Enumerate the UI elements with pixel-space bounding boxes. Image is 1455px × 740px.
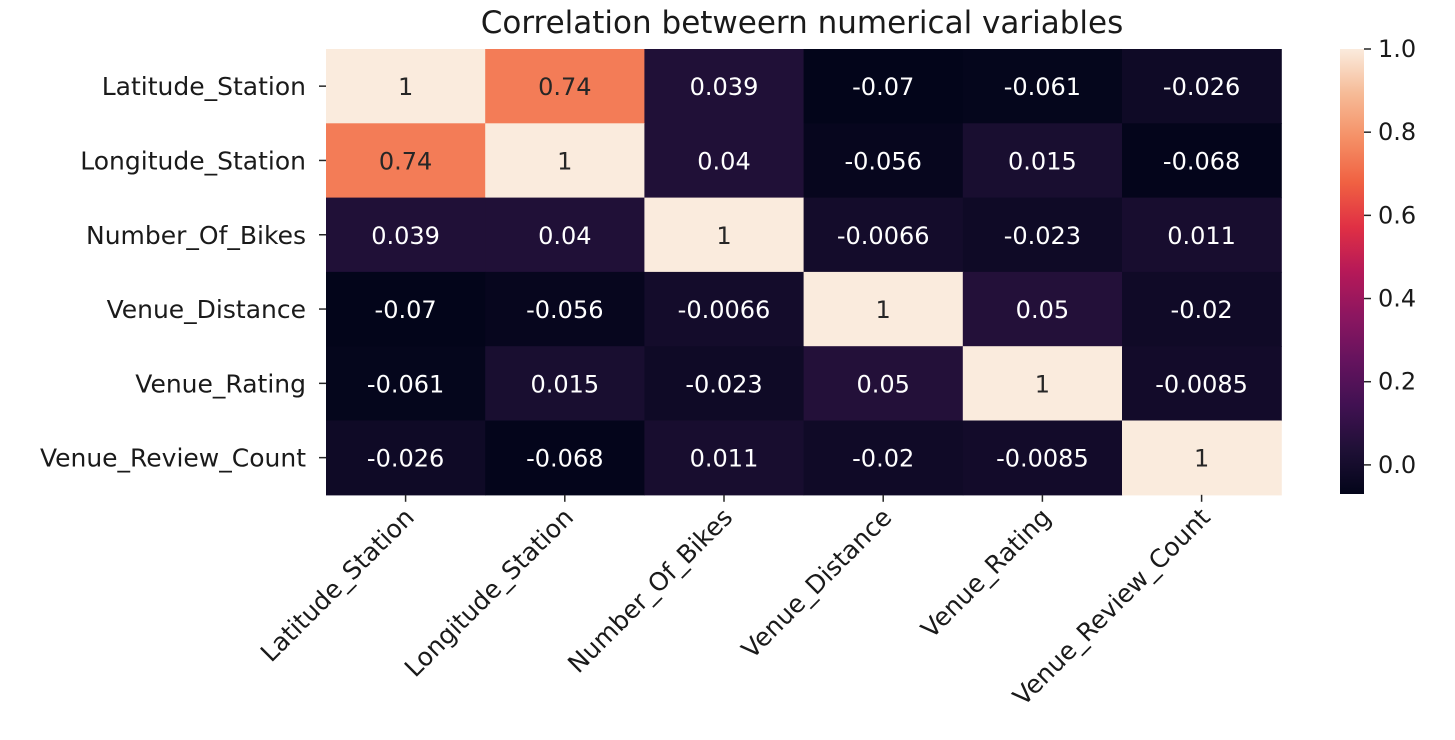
- heatmap-cell-r5-c4: [803, 346, 964, 422]
- cell-annotation-r1-c3: 0.039: [690, 73, 759, 101]
- heatmap-cell-r3-c5: [962, 197, 1123, 273]
- y-tick-label-venue-distance: Venue_Distance: [107, 295, 306, 324]
- colorbar-tick-label: 0.4: [1378, 285, 1416, 313]
- heatmap-cell-r4-c1: [326, 271, 486, 347]
- y-tick-label-latitude-station: Latitude_Station: [102, 72, 306, 101]
- heatmap-cell-r1-c4: [803, 49, 964, 124]
- heatmap-cell-r6-c2: [485, 420, 645, 496]
- cell-annotation-r4-c1: -0.07: [375, 296, 437, 324]
- heatmap-cell-r4-c6: [1122, 271, 1282, 347]
- cell-annotation-r2-c6: -0.068: [1163, 147, 1240, 175]
- heatmap-cell-r6-c5: [962, 420, 1123, 496]
- chart-title: Correlation betweern numerical variables: [481, 5, 1124, 41]
- heatmap-cell-r2-c1: [326, 123, 486, 199]
- colorbar-tick-label: 0.0: [1378, 451, 1416, 479]
- cell-annotation-r2-c4: -0.056: [845, 147, 922, 175]
- heatmap-cell-r1-c1: [326, 49, 486, 124]
- cell-annotation-r3-c1: 0.039: [371, 222, 440, 250]
- x-tick-label-venue-rating: Venue_Rating: [915, 503, 1056, 644]
- heatmap-cell-r2-c5: [962, 123, 1123, 199]
- colorbar-tick-label: 1.0: [1378, 35, 1416, 63]
- cell-annotation-r6-c6: 1: [1194, 445, 1209, 473]
- colorbar-axis: 0.0 0.2 0.4 0.6 0.8 1.0: [1364, 35, 1416, 479]
- cell-annotation-r1-c6: -0.026: [1163, 73, 1240, 101]
- cell-annotation-r1-c5: -0.061: [1004, 73, 1081, 101]
- cell-annotation-r2-c2: 1: [557, 147, 572, 175]
- colorbar: [1340, 49, 1364, 494]
- heatmap-cell-r3-c3: [644, 197, 805, 273]
- cell-annotation-r5-c5: 1: [1035, 370, 1050, 398]
- cell-annotation-r3-c5: -0.023: [1004, 222, 1081, 250]
- y-tick-label-venue-rating: Venue_Rating: [135, 369, 306, 398]
- x-tick-label-latitude-station: Latitude_Station: [255, 503, 420, 668]
- heatmap-cell-r4-c4: [803, 271, 964, 347]
- heatmap-cell-r1-c2: [485, 49, 645, 124]
- cell-annotation-r6-c3: 0.011: [690, 445, 759, 473]
- heatmap-cell-r5-c3: [644, 346, 805, 422]
- x-tick-label-longitude-station: Longitude_Station: [399, 503, 579, 683]
- cell-annotation-r5-c2: 0.015: [530, 370, 599, 398]
- heatmap-cell-r3-c6: [1122, 197, 1282, 273]
- cell-annotation-r6-c5: -0.0085: [996, 445, 1089, 473]
- cell-annotation-r6-c2: -0.068: [526, 445, 603, 473]
- cell-annotation-r4-c3: -0.0066: [678, 296, 771, 324]
- y-tick-label-longitude-station: Longitude_Station: [80, 146, 306, 175]
- cell-annotation-r1-c4: -0.07: [852, 73, 914, 101]
- cell-annotation-r3-c4: -0.0066: [837, 222, 930, 250]
- x-axis: Latitude_StationLongitude_StationNumber_…: [255, 494, 1216, 711]
- heatmap-cells: [326, 49, 1282, 496]
- cell-annotation-r4-c4: 1: [876, 296, 891, 324]
- cell-annotation-r1-c1: 1: [398, 73, 413, 101]
- cell-annotation-r2-c1: 0.74: [379, 147, 432, 175]
- cell-annotation-r4-c5: 0.05: [1016, 296, 1069, 324]
- cell-annotation-r6-c1: -0.026: [367, 445, 444, 473]
- heatmap-cell-r4-c3: [644, 271, 805, 347]
- heatmap-cell-r5-c2: [485, 346, 645, 422]
- cell-annotation-r3-c6: 0.011: [1167, 222, 1236, 250]
- heatmap-cell-r1-c6: [1122, 49, 1282, 124]
- cell-annotation-r5-c3: -0.023: [685, 370, 762, 398]
- y-tick-label-number-of-bikes: Number_Of_Bikes: [86, 221, 306, 250]
- colorbar-tick-label: 0.8: [1378, 118, 1416, 146]
- heatmap-cell-r2-c4: [803, 123, 964, 199]
- cell-annotation-r4-c6: -0.02: [1171, 296, 1233, 324]
- heatmap-cell-r3-c4: [803, 197, 964, 273]
- heatmap-cell-r4-c5: [962, 271, 1123, 347]
- heatmap-cell-r5-c5: [962, 346, 1123, 422]
- heatmap-cell-r6-c4: [803, 420, 964, 496]
- heatmap-cell-r5-c1: [326, 346, 486, 422]
- heatmap-cell-r4-c2: [485, 271, 645, 347]
- heatmap-cell-r3-c2: [485, 197, 645, 273]
- x-tick-label-number-of-bikes: Number_Of_Bikes: [562, 503, 738, 679]
- cell-annotation-r1-c2: 0.74: [538, 73, 591, 101]
- cell-annotation-r2-c5: 0.015: [1008, 147, 1077, 175]
- heatmap-cell-r1-c5: [962, 49, 1123, 124]
- heatmap-cell-r2-c3: [644, 123, 805, 199]
- cell-annotation-r6-c4: -0.02: [852, 445, 914, 473]
- colorbar-tick-label: 0.6: [1378, 201, 1416, 229]
- colorbar-tick-label: 0.2: [1378, 368, 1416, 396]
- cell-annotation-r5-c6: -0.0085: [1155, 370, 1248, 398]
- heatmap-cell-r2-c2: [485, 123, 645, 199]
- heatmap-cell-r3-c1: [326, 197, 486, 273]
- cell-annotation-r2-c3: 0.04: [697, 147, 750, 175]
- cell-annotation-r4-c2: -0.056: [526, 296, 603, 324]
- heatmap-cell-r6-c6: [1122, 420, 1282, 496]
- cell-annotation-r3-c3: 1: [716, 222, 731, 250]
- heatmap-cell-r5-c6: [1122, 346, 1282, 422]
- heatmap-cell-r6-c1: [326, 420, 486, 496]
- heatmap-cell-r1-c3: [644, 49, 805, 124]
- y-tick-label-venue-review-count: Venue_Review_Count: [40, 444, 306, 473]
- x-tick-label-venue-distance: Venue_Distance: [736, 503, 898, 665]
- heatmap-cell-r2-c6: [1122, 123, 1282, 199]
- heatmap-cell-r6-c3: [644, 420, 805, 496]
- cell-annotation-r5-c1: -0.061: [367, 370, 444, 398]
- cell-annotations: 1 0.74 0.039 -0.07 -0.061 -0.026 0.74 1 0.04 -0.0…: [367, 73, 1248, 473]
- y-axis: Latitude_Station Longitude_Station Number_…: [40, 72, 326, 473]
- cell-annotation-r3-c2: 0.04: [538, 222, 591, 250]
- cell-annotation-r5-c4: 0.05: [856, 370, 909, 398]
